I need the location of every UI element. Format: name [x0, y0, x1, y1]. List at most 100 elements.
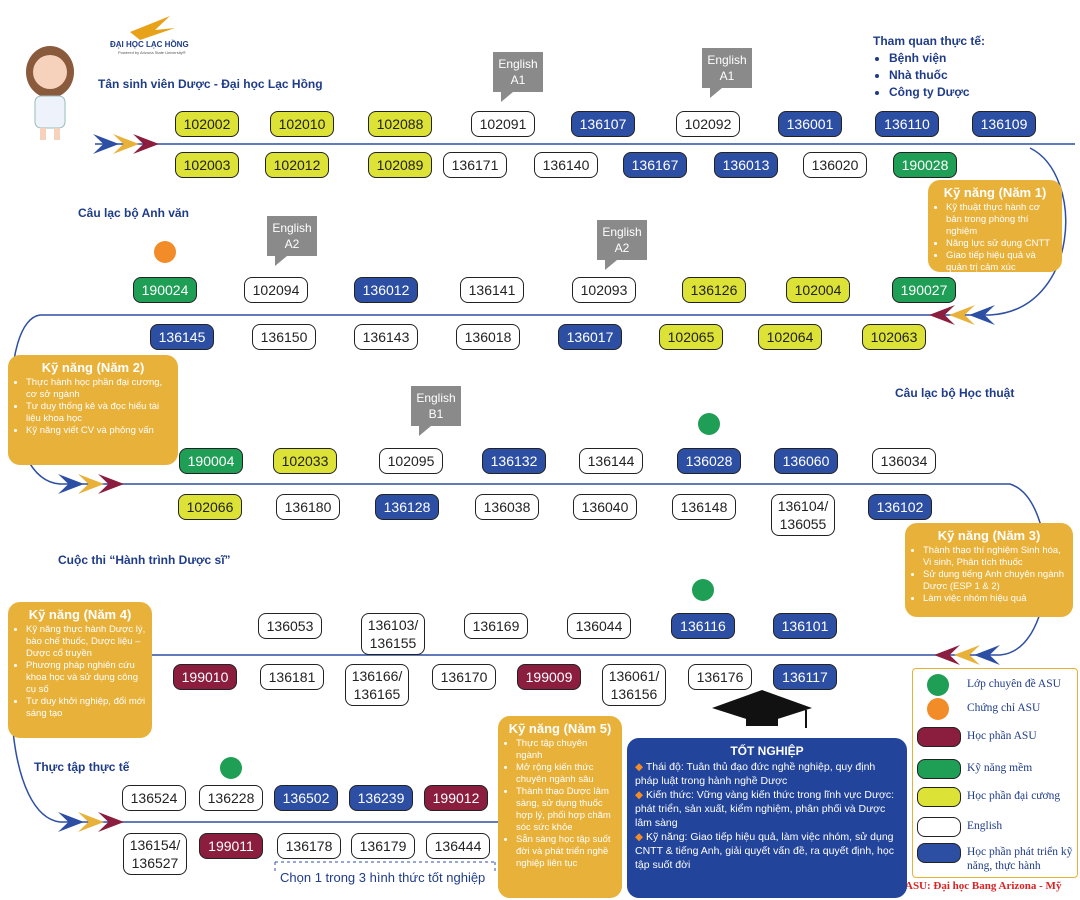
skill-box: Kỹ năng (Năm 2) Thực hành học phần đại cư…: [8, 355, 178, 465]
tour-title: Tham quan thực tế:: [873, 34, 986, 48]
english-tag-text: English: [272, 221, 312, 235]
chevron: [929, 305, 955, 325]
chevron: [98, 812, 124, 832]
course: 102065: [659, 324, 723, 350]
skill-item: Phương pháp nghiên cứu khoa học và sử dụ…: [26, 660, 146, 696]
course: 136150: [252, 324, 316, 350]
english-tag: English B1: [411, 386, 461, 436]
course: 102063: [862, 324, 926, 350]
course: 102002: [175, 111, 239, 137]
course: 136167: [623, 152, 687, 178]
course: 190024: [133, 277, 197, 303]
marker-dot: [698, 413, 720, 435]
chevron: [58, 812, 84, 832]
legend-marker: [917, 759, 961, 779]
legend-label: English: [967, 820, 1003, 832]
skill-item: Tư duy khởi nghiệp, đổi mới sáng tạo: [26, 696, 146, 720]
skill-list: Kỹ năng thực hành Dược lý, bào chế thuốc…: [14, 624, 146, 720]
skill-list: Thành thạo thí nghiệm Sinh hóa, Vi sinh,…: [911, 545, 1067, 605]
section-label: Thực tập thực tế: [34, 760, 130, 774]
tour-item: Nhà thuốc: [889, 67, 985, 84]
course: 136103/ 136155: [361, 613, 425, 655]
legend-label: Chứng chỉ ASU: [967, 702, 1041, 714]
course: 136117: [773, 664, 837, 690]
course: 136176: [688, 664, 752, 690]
english-tag-text: English: [602, 225, 642, 239]
course: 136017: [558, 324, 622, 350]
course: 136060: [774, 448, 838, 474]
chevron: [934, 645, 960, 665]
course: 102064: [758, 324, 822, 350]
chevron: [93, 134, 119, 154]
note: Chọn 1 trong 3 hình thức tốt nghiệp: [280, 870, 486, 885]
course: 136018: [456, 324, 520, 350]
graduation-cap: [712, 690, 812, 728]
course: 199012: [424, 785, 488, 811]
logo-subtext: Powered by Arizona State University®: [118, 50, 186, 55]
course: 136020: [803, 152, 867, 178]
footer: ASU: Đại học Bang Arizona - Mỹ: [905, 880, 1062, 892]
skill-title: Kỹ năng (Năm 3): [937, 528, 1041, 543]
graduation-list: Thái độ: Tuân thủ đạo đức nghề nghiệp, q…: [635, 760, 899, 872]
course: 199010: [173, 664, 237, 690]
mascot: [26, 46, 74, 140]
course: 136180: [276, 494, 340, 520]
course: 136012: [354, 277, 418, 303]
course: 136170: [432, 664, 496, 690]
course: 136178: [277, 833, 341, 859]
chevron: [78, 474, 104, 494]
section-label: Cuộc thi “Hành trình Dược sĩ”: [58, 553, 231, 567]
skill-title: Kỹ năng (Năm 5): [508, 721, 612, 736]
skill-box: Kỹ năng (Năm 5) Thực tập chuyên ngànhMở r…: [498, 716, 622, 898]
skill-item: Làm việc nhóm hiệu quả: [923, 593, 1067, 605]
chevron: [974, 645, 1000, 665]
course: 136143: [354, 324, 418, 350]
skill-item: Kỹ năng thực hành Dược lý, bào chế thuốc…: [26, 624, 146, 660]
course: 102095: [379, 448, 443, 474]
course: 136061/ 136156: [602, 664, 666, 706]
tour-item: Bệnh viện: [889, 50, 985, 67]
course: 199009: [517, 664, 581, 690]
english-tag: English A1: [493, 52, 543, 102]
graduation-title: TỐT NGHIỆP: [730, 744, 804, 758]
logo-text: ĐẠI HỌC LẠC HỒNG: [110, 40, 189, 49]
skill-box: Kỹ năng (Năm 4) Kỹ năng thực hành Dược lý…: [8, 602, 152, 738]
skill-title: Kỹ năng (Năm 1): [943, 185, 1047, 200]
english-tag: English A2: [597, 220, 647, 270]
section-label: Câu lạc bộ Học thuật: [895, 386, 1015, 400]
legend-label: Kỹ năng mềm: [967, 762, 1033, 774]
graduation-box: TỐT NGHIỆP Thái độ: Tuân thủ đạo đức nghề…: [627, 738, 907, 898]
course: 136126: [682, 277, 746, 303]
english-tag-text: A1: [510, 73, 526, 87]
course: 136524: [122, 785, 186, 811]
course: 136040: [573, 494, 637, 520]
legend-marker: [917, 727, 961, 747]
course: 102088: [368, 111, 432, 137]
english-tag: English A1: [702, 48, 752, 98]
course: 102089: [368, 152, 432, 178]
course: 136148: [672, 494, 736, 520]
course: 136110: [875, 111, 939, 137]
course: 136107: [571, 111, 635, 137]
course: 199011: [199, 833, 263, 859]
marker-dot: [220, 757, 242, 779]
course: 190027: [892, 277, 956, 303]
skill-item: Giao tiếp hiệu quả và quản trị cảm xúc: [946, 250, 1056, 274]
legend-label: Học phần đại cương: [967, 790, 1061, 802]
legend-label: Lớp chuyên đề ASU: [967, 678, 1061, 690]
legend-marker: [917, 787, 961, 807]
chevron: [954, 645, 980, 665]
chevron: [113, 134, 139, 154]
course: 136228: [199, 785, 263, 811]
course: 190004: [179, 448, 243, 474]
course: 102010: [270, 111, 334, 137]
tour-item: Công ty Dược: [889, 84, 985, 101]
course: 136154/ 136527: [123, 833, 187, 875]
course: 136034: [872, 448, 936, 474]
logo-icon: [130, 16, 175, 40]
course: 136179: [351, 833, 415, 859]
skill-item: Mở rộng kiến thức chuyên ngành sâu: [516, 762, 616, 786]
legend: Lớp chuyên đề ASU Chứng chỉ ASU Học phần A…: [912, 668, 1078, 878]
chevron: [58, 474, 84, 494]
